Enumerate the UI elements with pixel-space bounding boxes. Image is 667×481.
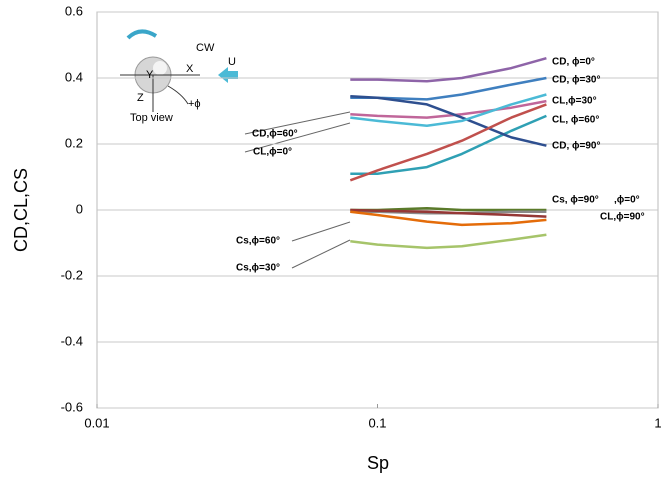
- x-tick-label: 0.01: [84, 415, 109, 430]
- series-label: CD, ϕ=30°: [552, 75, 600, 86]
- diagram-label: CW: [196, 42, 215, 54]
- sphere-highlight: [153, 61, 167, 75]
- series-label: ,ϕ=0°: [614, 195, 640, 206]
- y-tick-label: -0.6: [61, 399, 83, 414]
- diagram-label: +ϕ: [188, 98, 201, 110]
- series-label: Cs, ϕ=90°: [552, 195, 599, 206]
- series-label: CD,ϕ=60°: [252, 129, 298, 140]
- series-line: [350, 235, 546, 248]
- y-tick-label: -0.4: [61, 333, 83, 348]
- diagram-label: U: [228, 56, 236, 68]
- series-label: CD, ϕ=0°: [552, 57, 595, 68]
- y-tick-label: 0.6: [65, 3, 83, 18]
- series-label: CL, ϕ=60°: [552, 115, 599, 126]
- series-label: CD, ϕ=90°: [552, 141, 600, 152]
- y-tick-label: 0.2: [65, 135, 83, 150]
- x-tick-label: 0.1: [368, 415, 386, 430]
- y-tick-label: -0.2: [61, 267, 83, 282]
- y-axis-label: CD,CL,CS: [11, 168, 31, 252]
- series-label: CL,ϕ=0°: [253, 147, 292, 158]
- series-label: CL,ϕ=30°: [552, 96, 597, 107]
- series-label: CL,ϕ=90°: [600, 212, 645, 223]
- diagram-label: X: [186, 63, 194, 75]
- phi-arc: [168, 86, 188, 104]
- rotation-arrow: [128, 31, 156, 38]
- flow-arrow: [218, 67, 238, 83]
- leader-line: [292, 240, 350, 268]
- leader-line: [292, 222, 350, 241]
- diagram-label: Y: [146, 69, 154, 81]
- chart: CD,CL,CS Sp 0.6 0.4 0.2 0 -0.2 -0.4 -0.60.01 0.…: [0, 0, 667, 476]
- y-tick-label: 0: [76, 201, 83, 216]
- y-tick-label: 0.4: [65, 69, 83, 84]
- x-axis-label: Sp: [367, 453, 389, 473]
- series-label: Cs,ϕ=60°: [236, 236, 280, 247]
- diagram-label: Top view: [130, 112, 173, 124]
- x-tick-label: 1: [654, 415, 661, 430]
- series-line: [350, 78, 546, 99]
- diagram-label: Z: [137, 92, 144, 104]
- series-label: Cs,ϕ=30°: [236, 263, 280, 274]
